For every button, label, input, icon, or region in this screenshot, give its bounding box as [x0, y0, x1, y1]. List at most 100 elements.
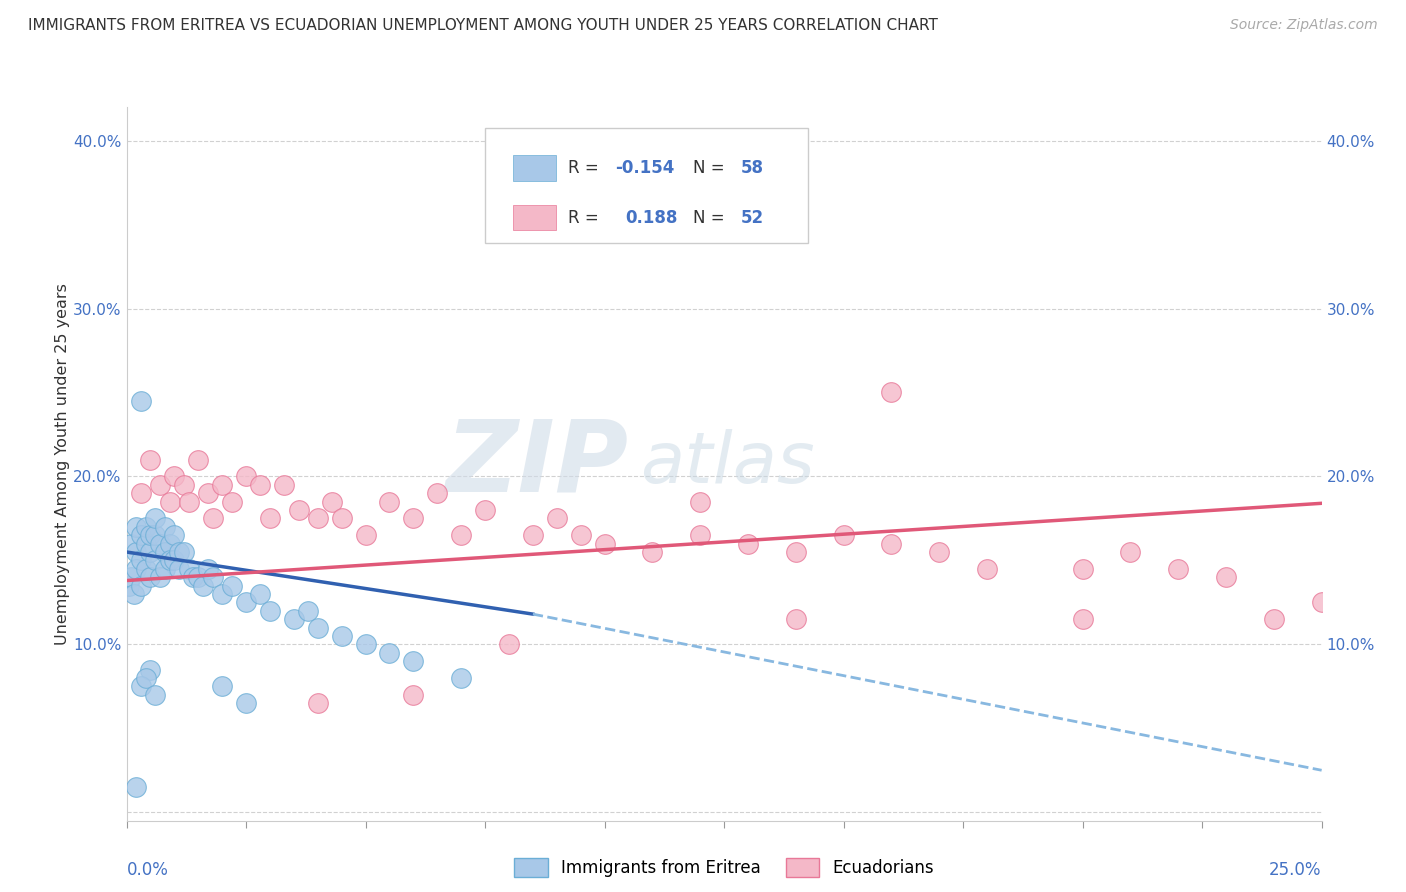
Point — [149, 478, 172, 492]
Point — [1071, 612, 1094, 626]
Point — [273, 478, 295, 492]
Point — [546, 193, 568, 207]
Point — [201, 511, 224, 525]
Point — [173, 545, 195, 559]
Point — [139, 528, 162, 542]
Point — [153, 562, 176, 576]
Point — [221, 494, 243, 508]
Point — [173, 478, 195, 492]
Text: R =: R = — [568, 209, 609, 227]
Point — [211, 478, 233, 492]
Text: N =: N = — [693, 159, 730, 177]
Point — [402, 688, 425, 702]
Point — [378, 494, 401, 508]
Point — [125, 562, 148, 576]
Point — [191, 578, 214, 592]
Text: 58: 58 — [741, 159, 763, 177]
Point — [159, 553, 181, 567]
FancyBboxPatch shape — [513, 205, 555, 230]
Point — [402, 511, 425, 525]
Point — [153, 520, 176, 534]
Point — [689, 528, 711, 542]
Point — [880, 385, 903, 400]
Point — [498, 637, 520, 651]
Point — [135, 671, 157, 685]
Point — [163, 469, 186, 483]
Point — [235, 469, 257, 483]
Point — [976, 562, 998, 576]
Point — [307, 511, 329, 525]
Point — [139, 452, 162, 467]
Point — [143, 688, 166, 702]
Point — [426, 486, 449, 500]
Point — [125, 520, 148, 534]
Text: N =: N = — [693, 209, 730, 227]
Point — [129, 486, 152, 500]
Point — [149, 570, 172, 584]
Point — [297, 604, 319, 618]
Point — [135, 520, 157, 534]
Point — [177, 562, 200, 576]
Point — [259, 604, 281, 618]
Text: -0.154: -0.154 — [616, 159, 675, 177]
Point — [928, 545, 950, 559]
Text: R =: R = — [568, 159, 603, 177]
Point — [593, 536, 616, 550]
Point — [259, 511, 281, 525]
Point — [737, 536, 759, 550]
Point — [211, 587, 233, 601]
Point — [235, 595, 257, 609]
Point — [474, 503, 496, 517]
Point — [167, 545, 190, 559]
Point — [785, 612, 807, 626]
Point — [641, 545, 664, 559]
Point — [249, 478, 271, 492]
Point — [307, 621, 329, 635]
Point — [120, 536, 142, 550]
Point — [118, 578, 141, 592]
Point — [139, 570, 162, 584]
Point — [129, 393, 152, 408]
Point — [1263, 612, 1285, 626]
Point — [183, 570, 205, 584]
Point — [187, 570, 209, 584]
Point — [321, 494, 343, 508]
Point — [197, 562, 219, 576]
Point — [354, 637, 377, 651]
Point — [143, 511, 166, 525]
Point — [1215, 570, 1237, 584]
Point — [159, 494, 181, 508]
Point — [139, 545, 162, 559]
Point — [235, 696, 257, 710]
Point — [1310, 595, 1333, 609]
Point — [120, 570, 142, 584]
Point — [177, 494, 200, 508]
Text: 0.188: 0.188 — [624, 209, 678, 227]
Point — [211, 679, 233, 693]
Point — [129, 578, 152, 592]
Point — [249, 587, 271, 601]
Point — [159, 536, 181, 550]
Point — [187, 452, 209, 467]
Point — [569, 528, 592, 542]
Point — [522, 528, 544, 542]
Point — [122, 587, 145, 601]
Legend: Immigrants from Eritrea, Ecuadorians: Immigrants from Eritrea, Ecuadorians — [508, 851, 941, 884]
Point — [143, 553, 166, 567]
Text: Source: ZipAtlas.com: Source: ZipAtlas.com — [1230, 18, 1378, 32]
Point — [330, 511, 353, 525]
Point — [402, 654, 425, 668]
Point — [450, 528, 472, 542]
Point — [354, 528, 377, 542]
Point — [287, 503, 309, 517]
Point — [283, 612, 305, 626]
Point — [201, 570, 224, 584]
Point — [129, 679, 152, 693]
Point — [330, 629, 353, 643]
Point — [125, 545, 148, 559]
FancyBboxPatch shape — [485, 128, 807, 243]
Point — [163, 528, 186, 542]
Point — [785, 545, 807, 559]
Text: IMMIGRANTS FROM ERITREA VS ECUADORIAN UNEMPLOYMENT AMONG YOUTH UNDER 25 YEARS CO: IMMIGRANTS FROM ERITREA VS ECUADORIAN UN… — [28, 18, 938, 33]
Y-axis label: Unemployment Among Youth under 25 years: Unemployment Among Youth under 25 years — [55, 283, 69, 645]
